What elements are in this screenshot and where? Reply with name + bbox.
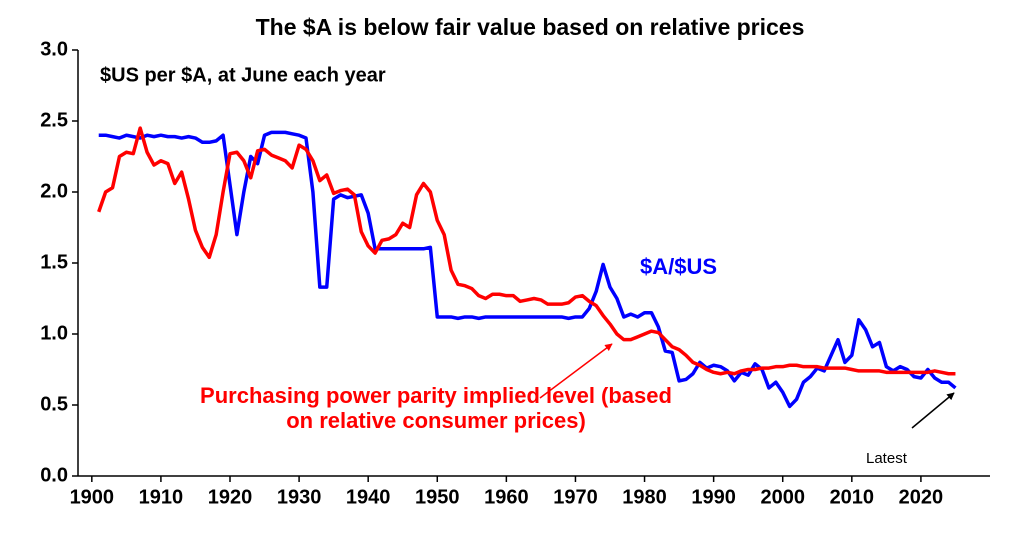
y-tick-label: 0.5 bbox=[40, 393, 68, 415]
x-tick-label: 1980 bbox=[622, 486, 667, 508]
x-tick-label: 1960 bbox=[484, 486, 529, 508]
x-tick-label: 1970 bbox=[553, 486, 598, 508]
x-tick-label: 2020 bbox=[899, 486, 944, 508]
arrow bbox=[911, 392, 955, 429]
x-tick-label: 1900 bbox=[70, 486, 115, 508]
x-tick-label: 1930 bbox=[277, 486, 322, 508]
x-tick-label: 2010 bbox=[830, 486, 875, 508]
chart-title: The $A is below fair value based on rela… bbox=[256, 14, 805, 40]
series-label: $A/$US bbox=[640, 254, 717, 279]
x-tick-label: 2000 bbox=[760, 486, 805, 508]
y-tick-label: 2.0 bbox=[40, 180, 68, 202]
arrow bbox=[539, 343, 613, 399]
y-tick-label: 1.0 bbox=[40, 322, 68, 344]
y-tick-label: 3.0 bbox=[40, 38, 68, 60]
series-line bbox=[97, 126, 956, 376]
x-tick-label: 1920 bbox=[208, 486, 253, 508]
x-tick-label: 1990 bbox=[691, 486, 736, 508]
y-tick-label: 1.5 bbox=[40, 251, 68, 273]
x-tick-label: 1940 bbox=[346, 486, 391, 508]
annotation: Latest bbox=[866, 450, 908, 467]
x-tick-label: 1950 bbox=[415, 486, 460, 508]
y-tick-label: 0.0 bbox=[40, 464, 68, 486]
x-tick-label: 1910 bbox=[139, 486, 184, 508]
chart-subtitle: $US per $A, at June each year bbox=[100, 64, 386, 86]
series-line bbox=[98, 130, 957, 409]
y-tick-label: 2.5 bbox=[40, 109, 68, 131]
series-label: Purchasing power parity implied level (b… bbox=[200, 383, 672, 433]
